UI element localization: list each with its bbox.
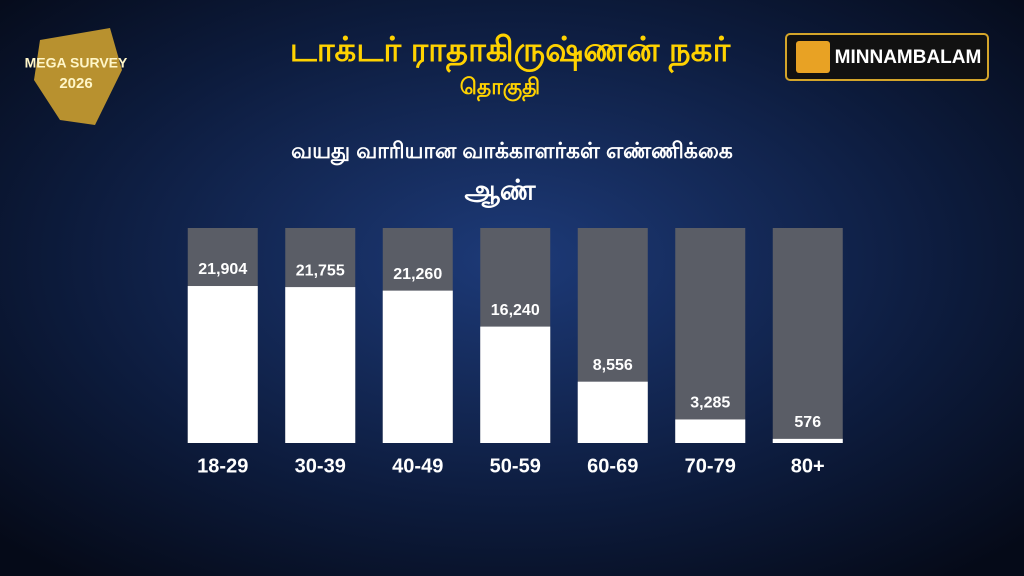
bar — [382, 290, 453, 443]
bar-track — [675, 228, 746, 443]
value-label: 576 — [794, 414, 821, 431]
bar — [675, 419, 746, 443]
x-tick-label: 30-39 — [295, 455, 346, 477]
main-subtitle: தொகுதி — [460, 74, 540, 102]
badge-year: 2026 — [59, 75, 92, 92]
value-label: 21,755 — [296, 262, 345, 279]
value-label: 8,556 — [593, 357, 633, 374]
bar — [187, 286, 258, 443]
bar — [772, 438, 843, 443]
x-tick-label: 60-69 — [587, 455, 638, 477]
x-tick-label: 80+ — [791, 455, 825, 477]
logo-box — [785, 33, 989, 81]
value-label: 21,904 — [198, 261, 247, 278]
x-tick-label: 70-79 — [685, 455, 736, 477]
badge-map — [34, 28, 122, 125]
x-tick-label: 18-29 — [197, 455, 248, 477]
logo-text: MINNAMBALAM — [835, 47, 982, 68]
x-tick-label: 40-49 — [392, 455, 443, 477]
bar — [577, 381, 648, 443]
bar — [285, 287, 356, 443]
bar — [480, 326, 551, 443]
bar-track — [772, 228, 843, 443]
logo-icon — [796, 41, 830, 73]
main-title: டாக்டர் ராதாகிருஷ்ணன் நகர் — [290, 31, 732, 73]
value-label: 21,260 — [393, 266, 442, 283]
value-label: 16,240 — [491, 302, 540, 319]
chart-title: வயது வாரியான வாக்காளர்கள் எண்ணிக்கை — [291, 138, 733, 166]
badge-text: MEGA SURVEY — [25, 55, 128, 71]
x-tick-label: 50-59 — [490, 455, 541, 477]
value-label: 3,285 — [690, 395, 730, 412]
chart-subtitle: ஆண் — [464, 174, 535, 208]
